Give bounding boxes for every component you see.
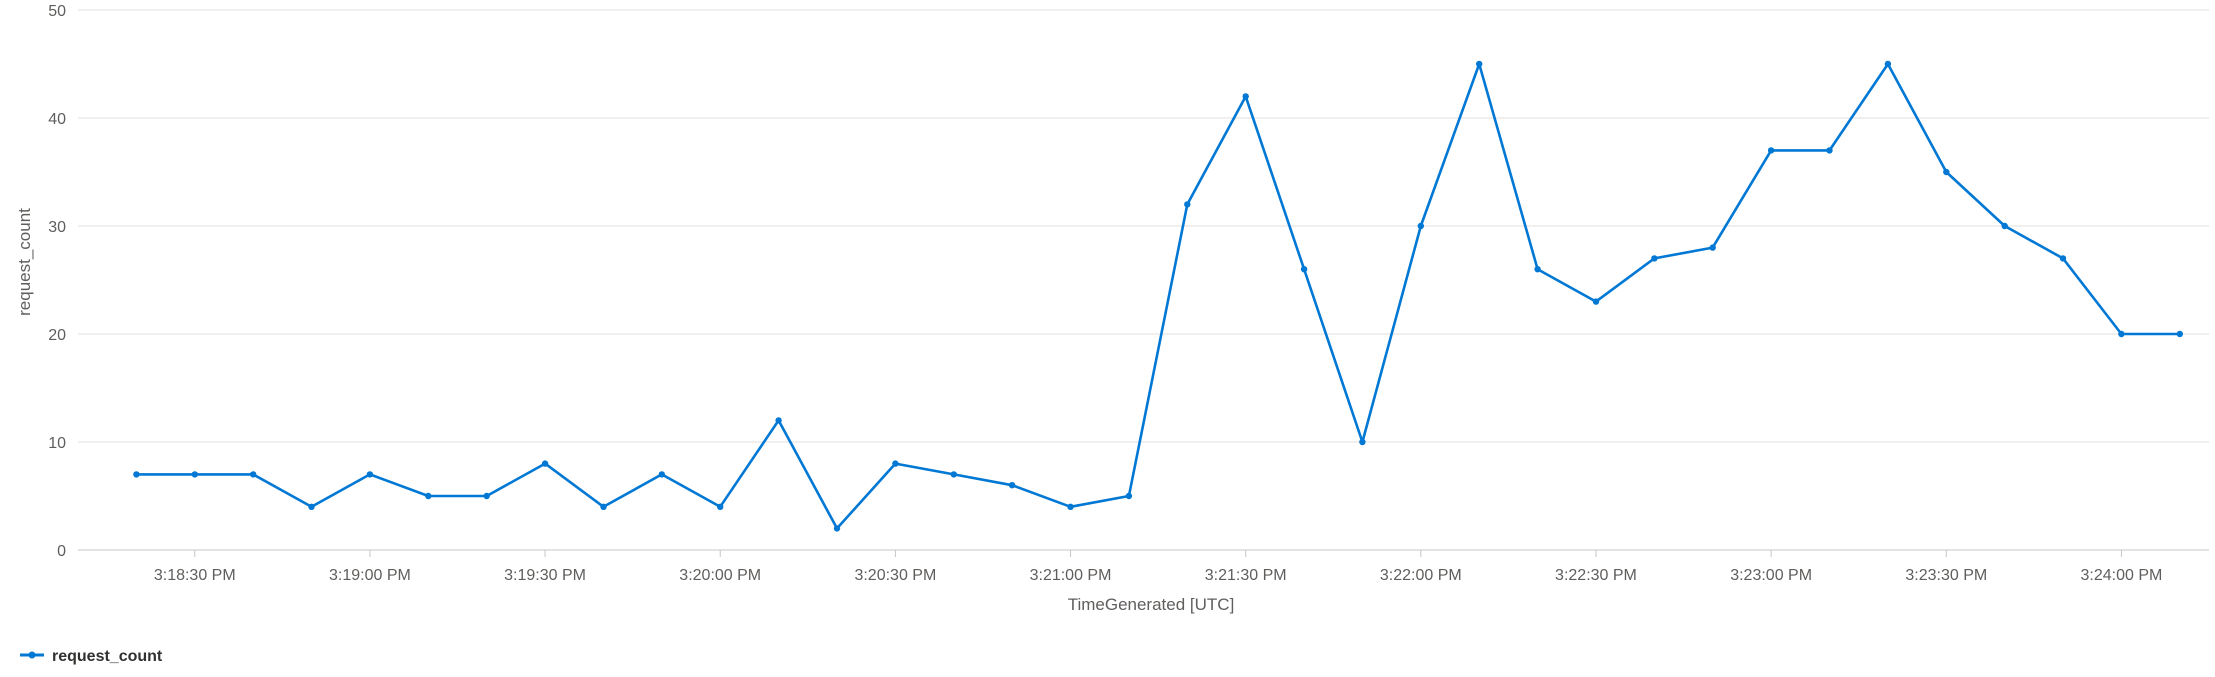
data-point[interactable] (133, 471, 140, 478)
data-point[interactable] (1651, 255, 1658, 262)
data-point[interactable] (366, 471, 374, 478)
y-tick-label: 10 (48, 435, 66, 452)
x-tick-label: 3:23:30 PM (1905, 567, 1987, 584)
x-tick-label: 3:19:30 PM (504, 567, 586, 584)
x-tick-label: 3:22:30 PM (1555, 567, 1637, 584)
x-tick-label: 3:24:00 PM (2081, 567, 2163, 584)
gridlines (78, 9, 2209, 551)
data-point[interactable] (717, 503, 724, 510)
data-point[interactable] (308, 503, 315, 510)
data-point[interactable] (541, 460, 549, 467)
data-point[interactable] (950, 471, 957, 478)
x-tick-label: 3:18:30 PM (154, 567, 236, 584)
data-point[interactable] (1826, 147, 1833, 154)
x-tick-label: 3:19:00 PM (329, 567, 411, 584)
data-point[interactable] (1943, 168, 1950, 176)
y-tick-label: 50 (48, 3, 66, 20)
x-axis-title: TimeGenerated [UTC] (1068, 595, 1235, 614)
x-tick-label: 3:21:00 PM (1030, 567, 1112, 584)
series-layer (133, 60, 2183, 532)
data-point[interactable] (1359, 438, 1366, 446)
legend[interactable]: request_count (20, 648, 163, 665)
data-point[interactable] (191, 471, 198, 478)
x-tick-label: 3:20:30 PM (854, 567, 936, 584)
data-point[interactable] (1417, 222, 1425, 230)
x-tick-label: 3:22:00 PM (1380, 567, 1462, 584)
y-axis: 0 10 20 30 40 50 (48, 3, 66, 560)
data-point[interactable] (425, 492, 432, 500)
data-point[interactable] (892, 460, 899, 467)
data-point[interactable] (1884, 60, 1892, 68)
data-point[interactable] (1300, 266, 1308, 273)
y-tick-label: 40 (48, 111, 66, 128)
data-point[interactable] (1008, 482, 1016, 489)
data-point[interactable] (658, 471, 665, 478)
y-tick-label: 30 (48, 219, 66, 236)
x-tick-label: 3:20:00 PM (679, 567, 761, 584)
series-line-request_count[interactable] (136, 62, 2180, 530)
data-point[interactable] (1709, 244, 1716, 251)
data-point[interactable] (1767, 147, 1775, 154)
data-point[interactable] (600, 503, 607, 510)
data-point[interactable] (775, 417, 782, 424)
legend-marker-swatch (28, 651, 36, 659)
data-point[interactable] (833, 525, 841, 532)
data-point[interactable] (1476, 60, 1483, 68)
y-tick-label: 20 (48, 327, 66, 344)
x-tick-label: 3:21:30 PM (1205, 567, 1287, 584)
data-point[interactable] (1067, 503, 1074, 510)
data-point[interactable] (483, 492, 490, 500)
data-point[interactable] (1592, 298, 1600, 305)
legend-label: request_count (52, 648, 163, 665)
data-point[interactable] (1184, 201, 1191, 208)
data-point[interactable] (1242, 93, 1249, 100)
data-point[interactable] (1534, 266, 1541, 273)
data-point[interactable] (2176, 330, 2183, 338)
y-axis-title: request_count (15, 208, 34, 316)
data-point[interactable] (2118, 330, 2125, 338)
data-point[interactable] (2059, 255, 2067, 262)
data-point[interactable] (2001, 222, 2008, 230)
data-point[interactable] (1125, 492, 1133, 500)
x-tick-label: 3:23:00 PM (1730, 567, 1812, 584)
data-point[interactable] (250, 471, 257, 478)
y-tick-label: 0 (57, 543, 66, 560)
x-axis: 3:18:30 PM 3:19:00 PM 3:19:30 PM 3:20:00 PM… (154, 550, 2162, 584)
